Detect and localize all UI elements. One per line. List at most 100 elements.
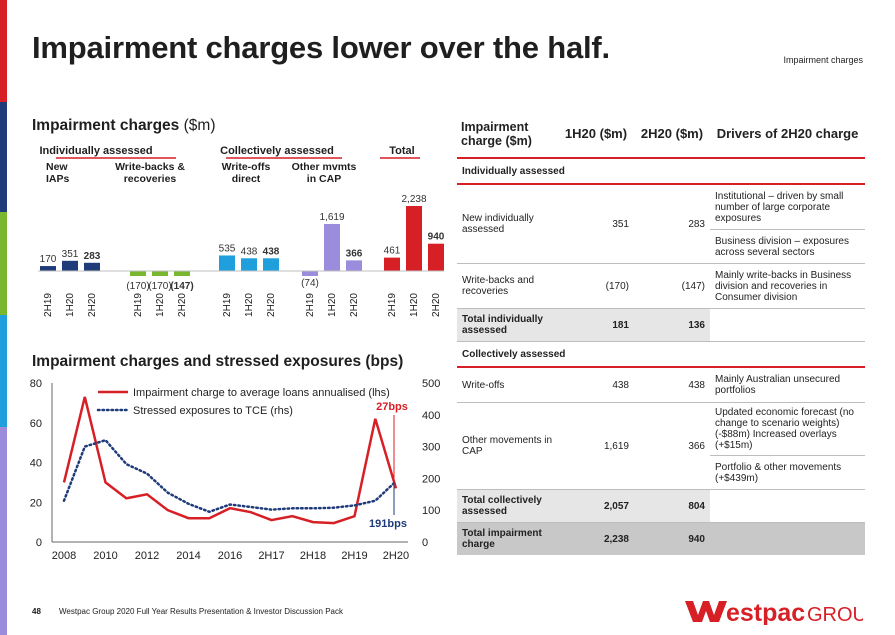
bar-category-label: 1H20 [244, 293, 255, 317]
x-tick-label: 2H19 [341, 550, 367, 562]
bar-category-label: 2H19 [387, 293, 398, 317]
bar-category-label: 1H20 [155, 293, 166, 317]
series-line-stressed [62, 438, 398, 514]
table-cell-label: Total individually assessed [457, 308, 558, 342]
page-number: 48 [32, 607, 41, 616]
left-tick-label: 40 [30, 458, 42, 470]
logo-wordmark: estpac [726, 599, 805, 625]
table-cell-1h20: 438 [558, 367, 634, 403]
x-tick-label: 2016 [218, 550, 242, 562]
table-cell-label: Other movements in CAP [457, 402, 558, 490]
bar-category-label: 2H19 [133, 293, 144, 317]
logo-group: GROUP [807, 604, 863, 625]
bar [219, 255, 235, 271]
table-cell-1h20: 351 [558, 184, 634, 264]
table-cell-driver: Portfolio & other movements (+$439m) [710, 455, 865, 490]
right-tick-label: 500 [422, 378, 440, 390]
edge-strip-red [0, 0, 7, 102]
bar [174, 271, 190, 276]
group-header-label: Individually assessed [39, 145, 152, 157]
bar [40, 266, 56, 271]
bar-value-label: 170 [40, 254, 57, 265]
bar-value-label: 438 [241, 246, 258, 257]
right-tick-label: 100 [422, 505, 440, 517]
bar [346, 260, 362, 271]
table-cell-2h20: 804 [634, 489, 710, 523]
bar-value-label: 461 [384, 246, 401, 257]
table-row: Business division – exposures across sev… [457, 229, 865, 264]
westpac-w-icon [685, 601, 727, 622]
table-cell-2h20: 283 [634, 184, 710, 264]
bar-category-label: 1H20 [409, 293, 420, 317]
bar [84, 262, 100, 271]
group-label: direct [232, 173, 261, 185]
x-tick-label: 2H17 [258, 550, 284, 562]
bar-category-label: 2H20 [177, 293, 188, 317]
group-label: IAPs [46, 173, 70, 185]
bar-value-label: 535 [219, 243, 236, 254]
table-cell-2h20: 136 [634, 308, 710, 342]
bar-value-label: 1,619 [319, 212, 344, 223]
bar-chart-title-text: Impairment charges [32, 117, 180, 134]
bar [130, 271, 146, 276]
bar-category-label: 2H20 [431, 293, 442, 317]
bar-value-label: 366 [346, 248, 363, 259]
table-header-row: Impairment charge ($m) 1H20 ($m) 2H20 ($… [457, 110, 865, 159]
table-cell-2h20: 438 [634, 367, 710, 403]
impairment-table: Impairment charge ($m) 1H20 ($m) 2H20 ($… [457, 110, 865, 555]
x-tick-label: 2H20 [383, 550, 409, 562]
table-cell-driver [710, 308, 865, 342]
table-cell-driver: Business division – exposures across sev… [710, 229, 865, 264]
table-cell-2h20: 366 [634, 402, 710, 490]
bar [428, 243, 444, 271]
edge-strip-cyan [0, 315, 7, 427]
line-chart-title: Impairment charges and stressed exposure… [32, 353, 404, 370]
table-header-2h20: 2H20 ($m) [634, 110, 710, 159]
table-cell-driver: Mainly Australian unsecured portfolios [710, 367, 865, 403]
bar-value-label: (147) [170, 281, 193, 292]
right-tick-label: 300 [422, 442, 440, 454]
table-cell-label: Total impairment charge [457, 522, 558, 555]
right-tick-label: 400 [422, 410, 440, 422]
table-header-1h20: 1H20 ($m) [558, 110, 634, 159]
bar [152, 271, 168, 276]
table-cell-driver [710, 522, 865, 555]
bar-chart-title: Impairment charges ($m) [32, 117, 215, 135]
left-tick-label: 0 [36, 537, 42, 549]
table-cell-driver: Mainly write-backs in Business division … [710, 263, 865, 309]
table-header-drivers: Drivers of 2H20 charge [710, 110, 865, 159]
bar-value-label: (74) [301, 278, 319, 289]
table-cell-label: Write-offs [457, 367, 558, 403]
edge-strip-purple [0, 427, 7, 635]
table-row: Portfolio & other movements (+$439m) [457, 455, 865, 490]
table-row-grand-total: Total impairment charge 2,238 940 [457, 522, 865, 555]
footer-text: Westpac Group 2020 Full Year Results Pre… [59, 607, 343, 616]
bar-category-label: 2H20 [266, 293, 277, 317]
table-section-label: Collectively assessed [457, 341, 865, 368]
legend-label: Impairment charge to average loans annua… [133, 387, 390, 399]
bar [263, 258, 279, 271]
table-cell-1h20: 1,619 [558, 402, 634, 490]
table-cell-label: Write-backs and recoveries [457, 263, 558, 309]
bar-category-label: 2H20 [349, 293, 360, 317]
table-section-collective: Collectively assessed [457, 341, 865, 368]
group-label: Other mvmts [292, 161, 357, 173]
x-tick-label: 2H18 [300, 550, 326, 562]
table-row: Write-offs 438 438 Mainly Australian uns… [457, 367, 865, 403]
bar [241, 258, 257, 271]
bar-value-label: 438 [263, 246, 280, 257]
table-cell-driver: Updated economic forecast (no change to … [710, 402, 865, 456]
bar-value-label: 940 [428, 232, 445, 243]
group-label: recoveries [124, 173, 177, 185]
table-section-label: Individually assessed [457, 158, 865, 185]
table-row-total: Total individually assessed 181 136 [457, 308, 865, 342]
bar-value-label: 351 [62, 249, 79, 260]
group-label: Write-backs & [115, 161, 185, 173]
group-label: New [46, 161, 68, 173]
bar [302, 271, 318, 276]
bar-category-label: 2H19 [43, 293, 54, 317]
bar-category-label: 1H20 [327, 293, 338, 317]
table-cell-1h20: 181 [558, 308, 634, 342]
westpac-logo: estpac GROUP [683, 595, 880, 630]
edge-strip-navy [0, 102, 7, 212]
